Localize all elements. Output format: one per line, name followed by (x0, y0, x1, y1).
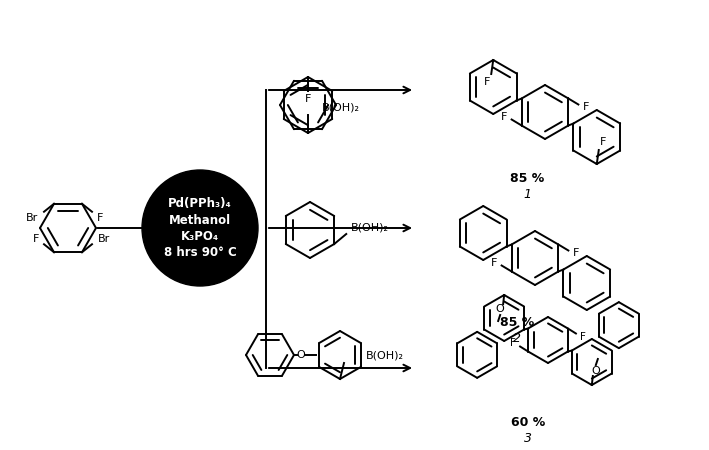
Text: F: F (510, 338, 516, 348)
Text: F: F (33, 234, 39, 244)
Text: O: O (296, 350, 306, 360)
Text: 60 %: 60 % (511, 417, 545, 429)
Text: F: F (491, 257, 497, 267)
Text: Br: Br (26, 213, 38, 223)
Text: B(OH)₂: B(OH)₂ (366, 351, 404, 361)
Text: 2: 2 (513, 332, 521, 345)
Text: F: F (305, 94, 311, 104)
Text: F: F (97, 213, 104, 223)
Text: 3: 3 (524, 432, 532, 445)
Text: Methanol: Methanol (169, 213, 231, 226)
Text: O: O (591, 366, 601, 376)
Text: F: F (580, 332, 586, 342)
Text: F: F (600, 137, 606, 147)
Text: F: F (573, 248, 579, 258)
Text: B(OH)₂: B(OH)₂ (351, 223, 389, 233)
Circle shape (142, 170, 258, 286)
Text: Br: Br (98, 234, 110, 244)
Text: O: O (496, 304, 505, 314)
Text: F: F (584, 103, 590, 112)
Text: 1: 1 (523, 188, 531, 201)
Text: B(OH)₂: B(OH)₂ (322, 102, 360, 112)
Text: 85 %: 85 % (500, 316, 534, 329)
Text: 85 %: 85 % (510, 172, 544, 185)
Text: K₃PO₄: K₃PO₄ (181, 230, 219, 243)
Text: F: F (501, 112, 507, 122)
Text: F: F (484, 77, 491, 87)
Text: Pd(PPh₃)₄: Pd(PPh₃)₄ (168, 198, 232, 211)
Text: 8 hrs 90° C: 8 hrs 90° C (164, 246, 236, 258)
